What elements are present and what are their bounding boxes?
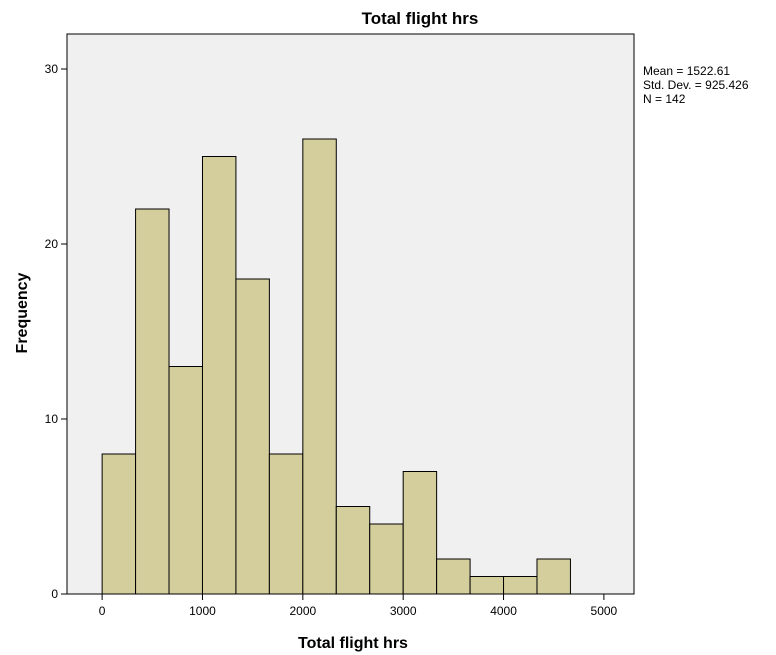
histogram-bar [268,453,304,595]
histogram-bar [536,558,571,595]
stat-n: N = 142 [643,92,686,106]
chart-title: Total flight hrs [362,9,479,28]
x-tick-label: 5000 [591,604,618,618]
y-axis-label: Frequency [14,272,31,353]
y-tick-label: 10 [45,412,59,426]
bars-group [101,138,571,595]
y-tick-label: 20 [45,237,59,251]
histogram-bar [402,471,438,595]
histogram-bar [101,453,137,595]
histogram-bar [302,138,337,595]
histogram-bar [469,576,505,595]
histogram-bar [135,208,170,595]
x-tick-label: 2000 [289,604,316,618]
y-tick-label: 30 [45,62,59,76]
x-tick-label: 4000 [490,604,517,618]
stats-box: Mean = 1522.61 Std. Dev. = 925.426 N = 1… [643,64,749,106]
x-tick-label: 0 [99,604,106,618]
stat-std-dev: Std. Dev. = 925.426 [643,78,749,92]
stat-mean: Mean = 1522.61 [643,64,730,78]
y-axis: 0 10 20 30 [45,62,67,601]
histogram-bar [436,558,471,595]
histogram-bar [369,523,404,595]
y-tick-label: 0 [51,587,58,601]
x-tick-label: 3000 [390,604,417,618]
histogram-bar [503,576,538,595]
x-axis-label: Total flight hrs [298,635,408,652]
histogram-bar [168,366,203,595]
histogram-bar [235,278,270,595]
histogram-bar [335,506,371,595]
histogram-bar [201,156,237,595]
x-tick-label: 1000 [189,604,216,618]
x-axis: 0 1000 2000 3000 4000 5000 [99,594,618,618]
